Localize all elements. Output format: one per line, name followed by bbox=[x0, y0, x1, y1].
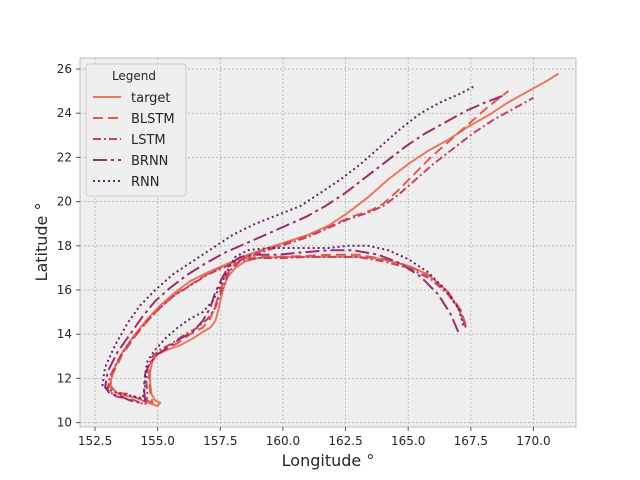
legend-label-rnn: RNN bbox=[131, 175, 159, 190]
series-line-rnn bbox=[101, 85, 474, 400]
x-tick-label: 160.0 bbox=[266, 434, 300, 448]
y-tick-label: 12 bbox=[57, 371, 72, 385]
legend-title: Legend bbox=[112, 69, 156, 83]
y-tick-label: 18 bbox=[57, 239, 72, 253]
legend-label-blstm: BLSTM bbox=[131, 112, 175, 127]
legend: Legend target BLSTM LSTM BRNN RNN bbox=[85, 63, 187, 197]
x-axis-label: Longitude ° bbox=[282, 451, 375, 470]
y-tick-label: 10 bbox=[57, 416, 72, 430]
series-layer bbox=[101, 72, 560, 407]
x-tick-label: 157.5 bbox=[203, 434, 237, 448]
series-line-brnn bbox=[104, 94, 504, 404]
y-tick-label: 24 bbox=[57, 106, 72, 120]
ticks: 152.5 155.0 157.5 160.0 162.5 165.0 167.5 170.0… bbox=[57, 62, 551, 448]
legend-label-brnn: BRNN bbox=[131, 154, 168, 169]
grid bbox=[80, 58, 576, 427]
x-tick-label: 162.5 bbox=[328, 434, 362, 448]
x-tick-label: 155.0 bbox=[140, 434, 174, 448]
y-axis-label: Latitude ° bbox=[32, 203, 51, 282]
y-tick-label: 14 bbox=[57, 327, 72, 341]
series-line-lstm bbox=[106, 96, 534, 406]
x-tick-label: 152.5 bbox=[78, 434, 112, 448]
legend-items: target BLSTM LSTM BRNN RNN bbox=[93, 91, 175, 190]
series-line-blstm bbox=[109, 90, 510, 404]
y-tick-label: 22 bbox=[57, 150, 72, 164]
y-tick-label: 20 bbox=[57, 195, 72, 209]
legend-label-lstm: LSTM bbox=[131, 133, 166, 148]
y-tick-label: 26 bbox=[57, 62, 72, 76]
x-tick-label: 167.5 bbox=[454, 434, 488, 448]
x-tick-label: 170.0 bbox=[516, 434, 550, 448]
y-tick-label: 16 bbox=[57, 283, 72, 297]
legend-label-target: target bbox=[131, 91, 171, 106]
x-tick-label: 165.0 bbox=[391, 434, 425, 448]
